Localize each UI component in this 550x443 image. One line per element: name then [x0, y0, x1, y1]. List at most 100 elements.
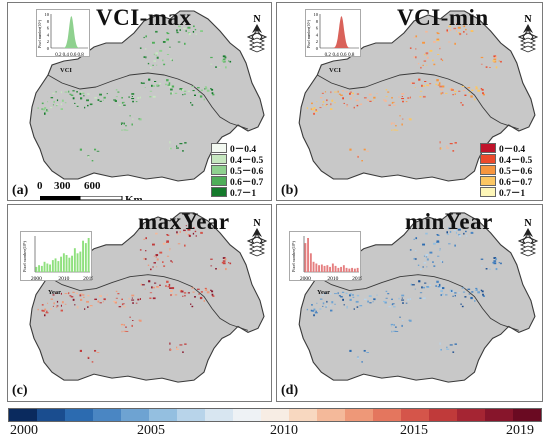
legend-label: 0.5－0.6: [499, 167, 533, 177]
inset-bar: [326, 265, 329, 272]
legend-item: 0.4－0.5: [480, 152, 532, 166]
inset-ytick: 2: [316, 39, 318, 44]
legend-item: 0.4－0.5: [211, 152, 263, 166]
inset-bar: [43, 261, 46, 272]
inset-bar: [38, 265, 40, 272]
panel-title: maxYear: [138, 209, 230, 234]
inset-bar: [35, 266, 38, 272]
inset-ytick: 10: [314, 12, 319, 17]
colorbar-cell: [457, 409, 485, 421]
panel-letter: (d): [281, 383, 299, 398]
colorbar-cell: [93, 409, 121, 421]
inset-bar: [54, 258, 57, 272]
inset-xtick: 0.2: [325, 53, 332, 58]
colorbar-cell: [233, 409, 261, 421]
inset-xtick: 0.4: [332, 53, 339, 58]
inset-ylabel: Pixel number(10⁵): [38, 19, 42, 48]
inset-xtick: 0.6: [70, 53, 77, 58]
svg-text:N: N: [253, 14, 261, 25]
colorbar-cell: [177, 409, 205, 421]
colorbar-cell: [317, 409, 345, 421]
scale-tick-0: 0: [37, 180, 43, 192]
panel-c: maxYear 2000 2010 2019 Pixel number(10⁵) Ye…: [7, 204, 272, 402]
colorbar-cell: [345, 409, 373, 421]
legend-swatch: [211, 154, 227, 164]
legend-swatch: [211, 143, 227, 153]
inset-xtick: 2000: [300, 276, 311, 282]
colorbar-label-2019: 2019: [506, 423, 534, 438]
inset-ytick: 0: [47, 46, 50, 51]
histogram-inset: 10 8 6 4 2 0 0.2 0.4 0.6 0.8 Pixel number(10⁵): [305, 9, 361, 58]
legend-label: 0.4－0.5: [230, 156, 264, 166]
legend-swatch: [211, 165, 227, 175]
inset-ytick: 6: [316, 26, 319, 31]
legend-swatch: [480, 165, 496, 175]
colorbar-cell: [37, 409, 65, 421]
colorbar-cell: [121, 409, 149, 421]
inset-ylabel: Pixel number(10⁵): [22, 241, 27, 272]
inset-bar: [337, 267, 340, 272]
colorbar-cell: [485, 409, 513, 421]
panel-letter: (b): [281, 183, 299, 198]
colorbar-cell: [261, 409, 289, 421]
inset-xtick: 0.2: [55, 53, 62, 58]
inset-xtick: 2000: [31, 276, 42, 282]
scale-tick-600: 600: [84, 180, 101, 192]
inset-ytick: 4: [47, 32, 50, 37]
inset-bar: [320, 264, 323, 272]
colorbar-label-2005: 2005: [137, 423, 165, 438]
panel-letter: (c): [12, 383, 28, 398]
colorbar-label-2000: 2000: [10, 423, 38, 438]
inset-xtick: 0.8: [348, 53, 355, 58]
colorbar-cell: [401, 409, 429, 421]
inset-xtick: 2010: [58, 276, 69, 282]
north-arrow-icon: N: [515, 13, 541, 58]
inset-bar: [51, 260, 54, 272]
inset-xlabel: Year: [317, 289, 330, 296]
inset-xtick: 0.6: [340, 53, 347, 58]
panel-a: VCI-max 10 8 6 4 2 0 0.2 0.4 0.6 0.8 Pixel number(…: [7, 2, 272, 201]
inset-bar: [65, 255, 68, 272]
north-arrow-icon: N: [515, 217, 541, 262]
legend-label: 0.7－1: [230, 189, 257, 199]
inset-bar: [60, 256, 62, 272]
inset-bar: [76, 253, 79, 272]
inset-bar: [345, 267, 348, 272]
panel-title: VCI-max: [96, 5, 192, 30]
inset-ytick: 10: [45, 12, 50, 17]
histogram-max-year: 2000 2010 2019 Pixel number(10⁵): [22, 236, 94, 282]
inset-bar: [318, 265, 320, 272]
inset-ytick: 0: [316, 46, 319, 51]
legend-swatch: [480, 187, 496, 197]
year-colorbar: [8, 408, 542, 422]
colorbar-cell: [513, 409, 541, 421]
legend-swatch: [480, 143, 496, 153]
inset-bar: [57, 261, 60, 272]
inset-bar: [342, 265, 345, 272]
histogram-vci-min: 10 8 64 2 0 0.2 0.4 0.6 0.8 Pixel number(10⁵): [307, 12, 359, 58]
inset-bar: [329, 266, 331, 272]
inset-bar: [348, 268, 351, 272]
inset-bar: [68, 257, 71, 272]
north-arrow-icon: N: [244, 13, 270, 58]
inset-ytick: 4: [316, 32, 319, 37]
inset-xlabel: VCI: [329, 67, 341, 74]
legend-item: 0.7－1: [211, 185, 256, 199]
colorbar-cell: [429, 409, 457, 421]
inset-bar: [79, 251, 82, 272]
svg-text:N: N: [524, 14, 532, 25]
inset-bar: [353, 268, 356, 272]
inset-xtick: 2019: [83, 276, 93, 282]
inset-bar: [82, 240, 84, 272]
legend-label: 0.5－0.6: [230, 167, 264, 177]
inset-bar: [351, 267, 353, 272]
inset-ytick: 8: [47, 19, 50, 24]
legend-item: 0－0.4: [480, 141, 525, 155]
colorbar-cell: [65, 409, 93, 421]
legend-item: 0.5－0.6: [211, 163, 263, 177]
legend-item: 0.6－0.7: [480, 174, 532, 188]
inset-xtick: 2010: [327, 276, 338, 282]
inset-bar: [312, 261, 315, 272]
colorbar-cell: [149, 409, 177, 421]
legend-label: 0－0.4: [499, 145, 526, 155]
